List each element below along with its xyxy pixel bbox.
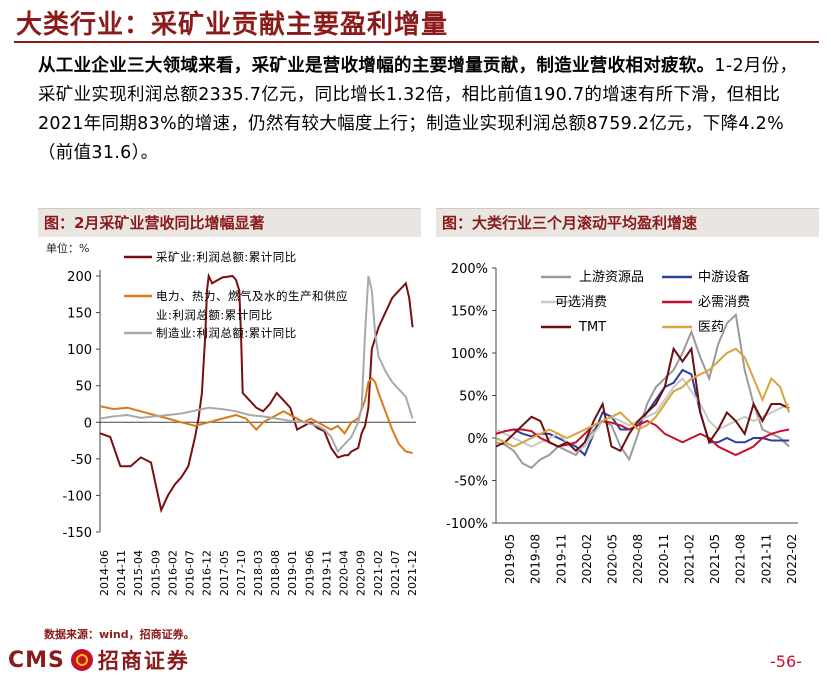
right-line-chart: 200% 150% 100% 50% 0% -50% -100% 2019-05 2019-08…: [446, 262, 799, 584]
left-chart-title: 图：2月采矿业营收同比增幅显著: [38, 208, 421, 237]
series-line-1: [495, 312, 790, 470]
legend-label: TMT: [578, 320, 606, 335]
series-line-6: [495, 347, 791, 448]
y-tick-label: 0%: [467, 432, 488, 447]
legend-label: 中游设备: [698, 269, 750, 285]
x-tick-label: 2016-12: [201, 550, 214, 596]
company-logo: CMS 招商证券: [8, 646, 190, 674]
summary-paragraph: 从工业企业三大领域来看，采矿业是营收增幅的主要增量贡献，制造业营收相对疲软。1-…: [38, 52, 814, 168]
y-tick-label: 150: [67, 307, 92, 322]
page-number: -56-: [770, 652, 802, 671]
x-tick-label: 2020-11: [657, 534, 671, 584]
series-line-5: [495, 346, 790, 453]
y-tick-label: 100%: [451, 347, 488, 362]
x-tick-label: 2020-09: [355, 550, 368, 596]
y-tick-label: -100%: [446, 517, 488, 532]
x-tick-label: 2017-10: [235, 550, 248, 596]
right-chart-title: 图：大类行业三个月滚动平均盈利增速: [436, 208, 819, 237]
x-tick-label: 2020-02: [580, 534, 594, 584]
x-tick-label: 2021-08: [734, 534, 748, 584]
x-tick-label: 2021-05: [708, 534, 722, 584]
x-tick-label: 2014-11: [115, 550, 128, 596]
y-tick-label: -50: [71, 453, 92, 468]
summary-lead: 从工业企业三大领域来看，采矿业是营收增幅的主要增量贡献，制造业营收相对疲软。: [38, 56, 715, 76]
x-tick-label: 2016-02: [166, 550, 179, 596]
y-tick-label: -150: [62, 526, 92, 541]
y-axis-unit-label: 单位：%: [46, 241, 89, 255]
logo-latin: CMS: [8, 647, 65, 673]
series-line-4: [495, 419, 790, 457]
legend-label: 采矿业:利润总额:累计同比: [156, 250, 297, 264]
x-tick-label: 2021-02: [372, 550, 385, 596]
x-tick-label: 2019-08: [529, 534, 543, 584]
x-tick-label: 2020-05: [606, 534, 620, 584]
left-chart-panel: 图：2月采矿业营收同比增幅显著 单位：% 200 150 100 50 0 -50 -100 -…: [38, 208, 421, 604]
x-tick-label: 2021-02: [682, 534, 696, 584]
x-tick-label: 2015-04: [132, 550, 145, 596]
legend-label: 电力、热力、燃气及水的生产和供应: [156, 289, 348, 303]
x-tick-label: 2021-12: [406, 550, 419, 596]
logo-emblem-icon: [70, 649, 93, 671]
y-tick-label: 100: [67, 343, 92, 358]
x-tick-label: 2016-07: [184, 550, 197, 596]
y-tick-label: 50: [75, 380, 92, 395]
y-tick-label: -100: [62, 489, 92, 504]
x-tick-label: 2020-04: [338, 550, 351, 596]
x-tick-label: 2021-07: [389, 550, 402, 596]
y-tick-label: 200: [67, 270, 92, 285]
x-tick-label: 2021-11: [759, 534, 773, 584]
legend-label: 可选消费: [555, 295, 607, 310]
title-divider: [14, 41, 819, 43]
logo-chinese: 招商证券: [97, 649, 190, 673]
x-tick-label: 2019-11: [320, 550, 333, 596]
page-title: 大类行业：采矿业贡献主要盈利增量: [16, 10, 449, 40]
x-tick-label: 2014-06: [98, 550, 111, 596]
x-tick-label: 2018-03: [252, 550, 265, 596]
legend-label: 业:利润总额:累计同比: [156, 308, 273, 322]
series-line-1: [99, 272, 414, 514]
x-tick-label: 2020-08: [631, 534, 645, 584]
x-tick-label: 2015-09: [149, 550, 162, 596]
x-tick-label: 2018-08: [269, 550, 282, 596]
right-chart-panel: 图：大类行业三个月滚动平均盈利增速 200% 150% 100% 50% 0% -50% -…: [436, 208, 819, 604]
x-tick-label: 2022-02: [785, 534, 799, 584]
left-line-chart: 单位：% 200 150 100 50 0 -50 -100 -150 2014-06 2014-1…: [46, 241, 419, 596]
legend-label: 上游资源品: [579, 270, 644, 285]
y-tick-label: -50%: [454, 475, 488, 490]
legend-label: 制造业:利润总额:累计同比: [156, 326, 297, 340]
x-tick-label: 2019-05: [503, 534, 517, 584]
x-tick-label: 2019-11: [554, 534, 568, 584]
legend-label: 必需消费: [698, 295, 750, 310]
x-tick-label: 2017-05: [218, 550, 231, 596]
legend-label: 医药: [698, 320, 724, 335]
data-source-note: 数据来源：wind，招商证券。: [44, 628, 195, 641]
y-tick-label: 0: [84, 416, 92, 431]
series-line-3: [99, 275, 414, 454]
x-tick-label: 2019-01: [286, 550, 299, 596]
y-tick-label: 50%: [459, 390, 488, 405]
y-tick-label: 150%: [451, 305, 488, 320]
x-tick-label: 2019-06: [303, 550, 316, 596]
y-tick-label: 200%: [451, 262, 488, 277]
series-line-2: [99, 376, 413, 454]
series-line-3: [495, 376, 790, 453]
summary-body: 1-2月份，采矿业实现利润总额2335.7亿元，同比增长1.32倍，相比前值19…: [38, 56, 798, 163]
